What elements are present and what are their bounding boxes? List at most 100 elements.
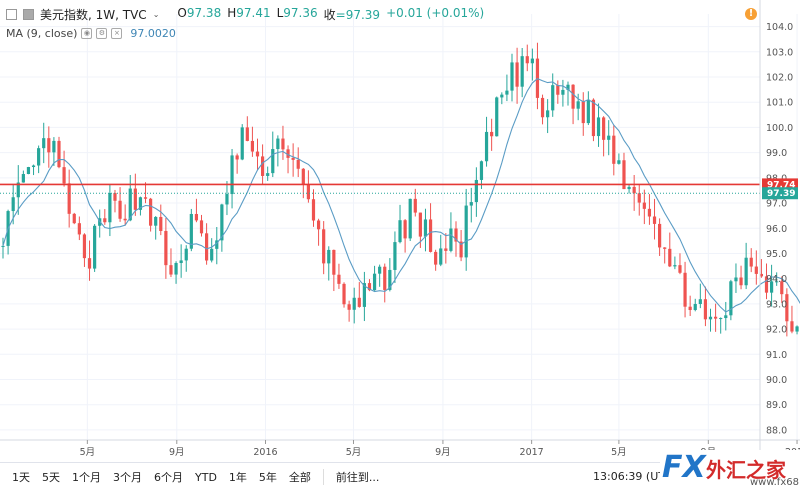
candle-body <box>169 265 173 275</box>
candle-body <box>235 155 239 160</box>
candle-body <box>250 140 255 152</box>
close-icon[interactable]: × <box>111 28 123 39</box>
candle-body <box>82 234 87 259</box>
candle-body <box>301 168 305 185</box>
candle-body <box>724 315 728 319</box>
settings-icon[interactable]: ⚙ <box>96 28 108 39</box>
candle-body <box>123 218 127 221</box>
candle-body <box>490 131 494 137</box>
candle-body <box>688 306 692 311</box>
legend: 美元指数, 1W, TVC ⌄ O97.38 H97.41 L97.36 收=9… <box>6 6 484 23</box>
candle-body <box>449 228 453 251</box>
ma-label[interactable]: MA (9, close) <box>6 27 78 40</box>
candle-body <box>332 249 336 275</box>
high-value: 97.41 <box>236 6 271 20</box>
candle-body <box>413 198 417 213</box>
candle-body <box>454 228 458 242</box>
candle-body <box>663 247 667 249</box>
range-1d-button[interactable]: 1天 <box>12 471 30 484</box>
x-tick-label: 9月 <box>435 447 451 458</box>
range-1m-button[interactable]: 1个月 <box>72 471 101 484</box>
range-1y-button[interactable]: 1年 <box>228 471 247 484</box>
candle-body <box>93 225 97 269</box>
y-tick-label: 102.0 <box>766 73 793 84</box>
candle-body <box>347 304 351 310</box>
candle-body <box>179 260 183 264</box>
range-3m-button[interactable]: 3个月 <box>113 471 142 484</box>
candle-body <box>174 263 178 275</box>
candle-body <box>271 149 275 174</box>
ma-line <box>2 77 800 313</box>
warning-icon[interactable]: ! <box>745 8 757 20</box>
candles <box>1 42 799 337</box>
y-tick-label: 104.0 <box>766 22 793 33</box>
candle-body <box>551 85 555 111</box>
y-tick-label: 100.0 <box>766 123 793 134</box>
y-tick-label: 95.0 <box>766 249 787 260</box>
candle-body <box>658 223 662 248</box>
candle-body <box>143 197 148 199</box>
candle-body <box>260 156 265 176</box>
candle-body <box>322 229 326 264</box>
candle-body <box>184 248 188 261</box>
candle-body <box>714 316 718 319</box>
candle-body <box>581 101 585 124</box>
candle-body <box>398 220 402 243</box>
range-all-button[interactable]: 全部 <box>288 471 311 484</box>
y-tick-label: 96.0 <box>766 224 787 235</box>
goto-date-button[interactable]: 前往到... <box>335 471 380 484</box>
candle-body <box>464 205 468 258</box>
bottom-toolbar: 1天 5天 1个月 3个月 6个月 YTD 1年 5年 全部 前往到... 13… <box>0 462 800 491</box>
range-5y-button[interactable]: 5年 <box>258 471 277 484</box>
candle-body <box>138 197 143 210</box>
chevron-down-icon[interactable]: ⌄ <box>152 10 160 19</box>
range-6m-button[interactable]: 6个月 <box>154 471 183 484</box>
eye-icon[interactable]: ◉ <box>81 28 93 39</box>
candle-body <box>627 186 631 190</box>
candle-body <box>72 213 76 224</box>
candle-body <box>520 56 524 87</box>
candle-body <box>245 127 249 141</box>
logo-url: www.fx68.com <box>750 477 800 488</box>
candle-body <box>439 248 443 265</box>
high-label: H <box>227 6 237 20</box>
symbol-title[interactable]: 美元指数, 1W, TVC <box>40 8 147 22</box>
candle-body <box>703 299 708 320</box>
candle-body <box>474 179 478 203</box>
candle-body <box>617 160 621 164</box>
candle-body <box>266 173 270 176</box>
candle-body <box>220 204 224 241</box>
candle-body <box>52 140 56 153</box>
candle-body <box>500 94 504 98</box>
chart-area[interactable]: 88.0 89.0 90.0 91.0 92.0 93.0 94.0 95.0 96.0 97.0… <box>0 0 800 462</box>
last-price-label: 97.39 <box>767 189 795 199</box>
symbol-icon <box>23 9 34 20</box>
candle-body <box>428 219 433 252</box>
range-ytd-button[interactable]: YTD <box>195 470 217 484</box>
candle-body <box>372 273 377 291</box>
candle-body <box>337 274 341 284</box>
range-5d-button[interactable]: 5天 <box>42 471 60 484</box>
logo-fx-text: FX <box>662 450 706 485</box>
candle-body <box>495 97 499 137</box>
y-tick-label: 88.0 <box>766 425 787 436</box>
candle-body <box>668 248 672 267</box>
candle-body <box>775 281 779 283</box>
candle-body <box>230 155 234 195</box>
y-tick-label: 101.0 <box>766 98 793 109</box>
candle-body <box>739 277 743 286</box>
last-price-tag <box>762 187 798 200</box>
x-tick-label: 5月 <box>80 447 96 458</box>
candle-body <box>708 316 713 320</box>
candle-body <box>571 84 575 109</box>
candle-body <box>418 212 422 237</box>
candle-body <box>607 135 611 140</box>
candle-body <box>113 192 117 201</box>
collapse-icon[interactable] <box>6 9 17 20</box>
candle-body <box>1 245 5 247</box>
candle-body <box>647 208 652 217</box>
y-tick-label: 97.0 <box>766 199 787 210</box>
candle-body <box>352 297 356 310</box>
candle-body <box>408 198 412 239</box>
candle-body <box>103 218 107 223</box>
